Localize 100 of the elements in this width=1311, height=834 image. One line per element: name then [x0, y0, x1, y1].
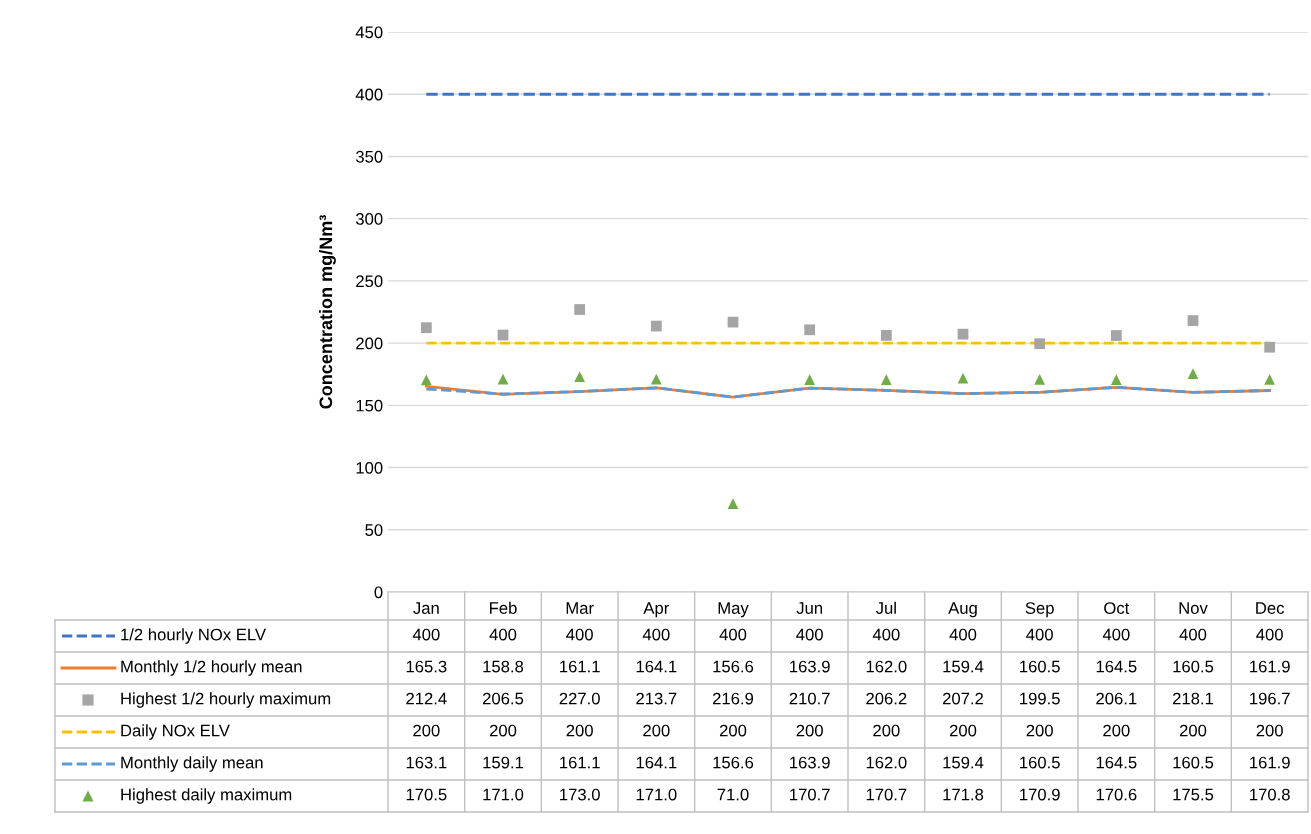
data-label: 162.0: [866, 756, 907, 769]
data-label: 163.9: [790, 660, 830, 673]
data-label: 175.5: [1173, 788, 1214, 801]
x-tick-label: May: [718, 602, 749, 618]
data-label: 206.1: [1096, 692, 1137, 705]
data-label: 173.0: [560, 788, 600, 801]
data-label: 71.0: [717, 788, 749, 801]
data-label: 216.9: [712, 692, 754, 705]
data-label: 161.1: [560, 660, 600, 673]
data-label: 163.9: [790, 756, 830, 769]
data-label: 206.5: [482, 692, 524, 705]
data-label: 170.7: [790, 788, 830, 801]
x-tick-label: Aug: [948, 602, 977, 618]
data-label: 164.5: [1096, 756, 1137, 769]
x-tick-label: Jul: [875, 601, 896, 614]
y-tick-label: 400: [355, 88, 383, 101]
x-tick-label: Mar: [566, 602, 594, 614]
y-tick-label: 200: [356, 337, 383, 350]
legend-label: Highest daily maximum: [121, 788, 292, 804]
data-label: 200: [1256, 724, 1283, 737]
data-label: 160.5: [1020, 660, 1060, 673]
data-label: 171.0: [636, 788, 677, 801]
data-label: 400: [489, 628, 517, 641]
data-label: 218.1: [1172, 692, 1214, 705]
legend-label: 1/2 hourly NOx ELV: [121, 628, 266, 644]
data-label: 171.0: [483, 788, 524, 801]
y-tick-label: 0: [374, 586, 383, 599]
data-label: 227.0: [559, 692, 600, 705]
y-tick-label: 450: [355, 26, 383, 39]
data-label: 165.3: [406, 660, 447, 673]
data-label: 200: [873, 724, 900, 737]
data-label: 212.4: [406, 692, 447, 705]
data-label: 158.8: [483, 660, 524, 673]
data-label: 159.4: [943, 660, 984, 673]
data-label: 200: [719, 724, 747, 737]
y-tick-label: 150: [356, 399, 383, 412]
data-label: 164.1: [636, 756, 677, 769]
y-tick-label: 350: [355, 150, 383, 163]
data-label: 200: [489, 724, 517, 737]
data-label: 200: [566, 724, 593, 737]
data-label: 170.9: [1020, 788, 1060, 801]
data-label: 200: [1103, 724, 1130, 737]
data-label: 160.5: [1173, 660, 1214, 673]
x-tick-label: Feb: [490, 601, 517, 614]
data-label: 200: [796, 724, 823, 737]
data-label: 171.8: [943, 788, 984, 801]
data-label: 400: [796, 628, 823, 641]
data-label: 400: [1179, 628, 1207, 641]
data-label: 210.7: [789, 692, 830, 705]
data-label: 200: [413, 724, 440, 737]
y-tick-label: 300: [355, 213, 383, 225]
y-axis-title: Concentration mg/Nm³: [318, 215, 336, 409]
data-label: 400: [719, 628, 747, 641]
data-label: 161.9: [1250, 756, 1290, 769]
legend-label: Monthly daily mean: [121, 756, 263, 772]
data-label: 400: [642, 628, 670, 641]
data-label: 164.5: [1096, 660, 1137, 673]
x-tick-label: Sep: [1025, 602, 1054, 618]
y-tick-label: 250: [356, 275, 383, 288]
data-label: 200: [1179, 724, 1207, 737]
legend-label: Monthly 1/2 hourly mean: [121, 660, 302, 676]
data-label: 159.4: [943, 756, 984, 769]
data-label: 400: [566, 628, 593, 641]
x-tick-label: Apr: [643, 602, 670, 618]
data-label: 160.5: [1173, 756, 1214, 769]
data-label: 159.1: [483, 756, 524, 769]
data-label: 163.1: [406, 756, 447, 769]
x-tick-label: Jun: [796, 602, 823, 614]
data-label: 213.7: [636, 692, 677, 705]
data-label: 200: [949, 724, 977, 737]
data-label: 400: [1256, 628, 1283, 641]
data-label: 162.0: [866, 660, 907, 673]
legend-label: Highest 1/2 hourly maximum: [121, 692, 331, 708]
data-label: 400: [949, 628, 977, 641]
x-tick-label: Oct: [1104, 602, 1130, 614]
x-tick-label: Nov: [1179, 602, 1208, 614]
data-label: 156.6: [713, 756, 754, 769]
data-label: 160.5: [1020, 756, 1060, 769]
data-label: 400: [412, 628, 440, 641]
legend-label: Daily NOx ELV: [121, 724, 230, 740]
data-label: 400: [872, 628, 900, 641]
data-label: 206.2: [866, 692, 907, 705]
data-label: 161.9: [1250, 660, 1290, 673]
data-label: 161.1: [560, 756, 600, 769]
data-label: 164.1: [636, 660, 677, 673]
data-label: 196.7: [1250, 692, 1290, 705]
x-tick-label: Jan: [413, 602, 439, 614]
data-label: 207.2: [942, 692, 984, 705]
data-label: 400: [1102, 628, 1130, 641]
y-tick-label: 100: [356, 461, 383, 474]
data-label: 170.5: [406, 788, 447, 801]
data-label: 156.6: [713, 660, 754, 673]
data-label: 200: [643, 724, 670, 737]
data-label: 170.8: [1250, 788, 1290, 801]
x-tick-label: Dec: [1256, 602, 1285, 614]
y-tick-label: 50: [365, 524, 383, 536]
data-label: 170.7: [866, 788, 907, 801]
data-label: 170.6: [1096, 788, 1137, 801]
data-label: 199.5: [1020, 692, 1060, 705]
data-label: 200: [1026, 724, 1053, 737]
